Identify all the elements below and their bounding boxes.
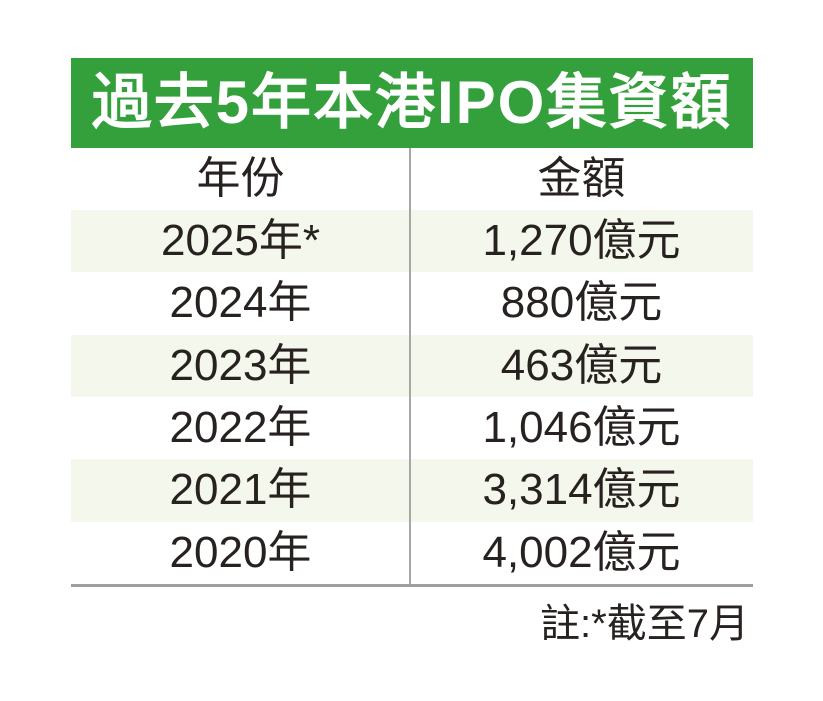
year-cell: 2020年 (169, 527, 312, 577)
page-title: 過去5年本港IPO集資額 (91, 69, 733, 136)
title-bar: 過去5年本港IPO集資額 (71, 58, 753, 148)
year-cell: 2023年 (169, 340, 312, 390)
table-row: 2023年 463億元 (71, 334, 753, 397)
year-cell: 2022年 (169, 403, 312, 453)
ipo-table: 年份 金額 2025年* 1,270億元 2024年 880億元 2023年 4… (71, 148, 753, 587)
footnote: 註:*截至7月 (540, 602, 749, 646)
amount-cell: 1,046億元 (482, 403, 681, 453)
year-cell: 2025年* (160, 216, 320, 266)
amount-cell: 880億元 (500, 278, 663, 328)
amount-cell: 1,270億元 (482, 216, 681, 266)
table-header-row: 年份 金額 (71, 148, 753, 210)
year-cell: 2024年 (169, 278, 312, 328)
amount-cell: 463億元 (500, 340, 663, 390)
table-row: 2025年* 1,270億元 (71, 210, 753, 273)
amount-cell: 4,002億元 (482, 527, 681, 577)
column-header-year: 年份 (196, 154, 285, 203)
column-header-amount: 金額 (537, 154, 626, 203)
table-row: 2022年 1,046億元 (71, 397, 753, 459)
year-cell: 2021年 (169, 465, 312, 515)
table-row: 2021年 3,314億元 (71, 459, 753, 522)
table-row: 2020年 4,002億元 (71, 522, 753, 584)
table-row: 2024年 880億元 (71, 272, 753, 334)
amount-cell: 3,314億元 (482, 465, 681, 515)
column-divider (409, 148, 411, 584)
